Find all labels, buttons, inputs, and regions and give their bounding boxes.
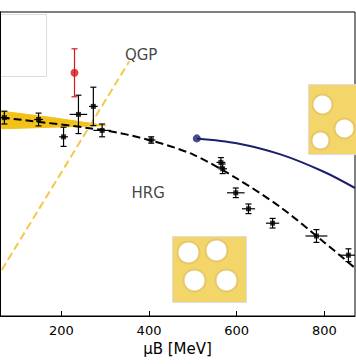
svg-text:600: 600 (224, 323, 249, 338)
svg-text:HRG: HRG (131, 184, 164, 202)
svg-text:800: 800 (312, 323, 337, 338)
svg-text:μB [MeV]: μB [MeV] (143, 340, 212, 358)
svg-text:QGP: QGP (125, 46, 157, 64)
svg-text:200: 200 (49, 323, 74, 338)
svg-text:400: 400 (137, 323, 162, 338)
